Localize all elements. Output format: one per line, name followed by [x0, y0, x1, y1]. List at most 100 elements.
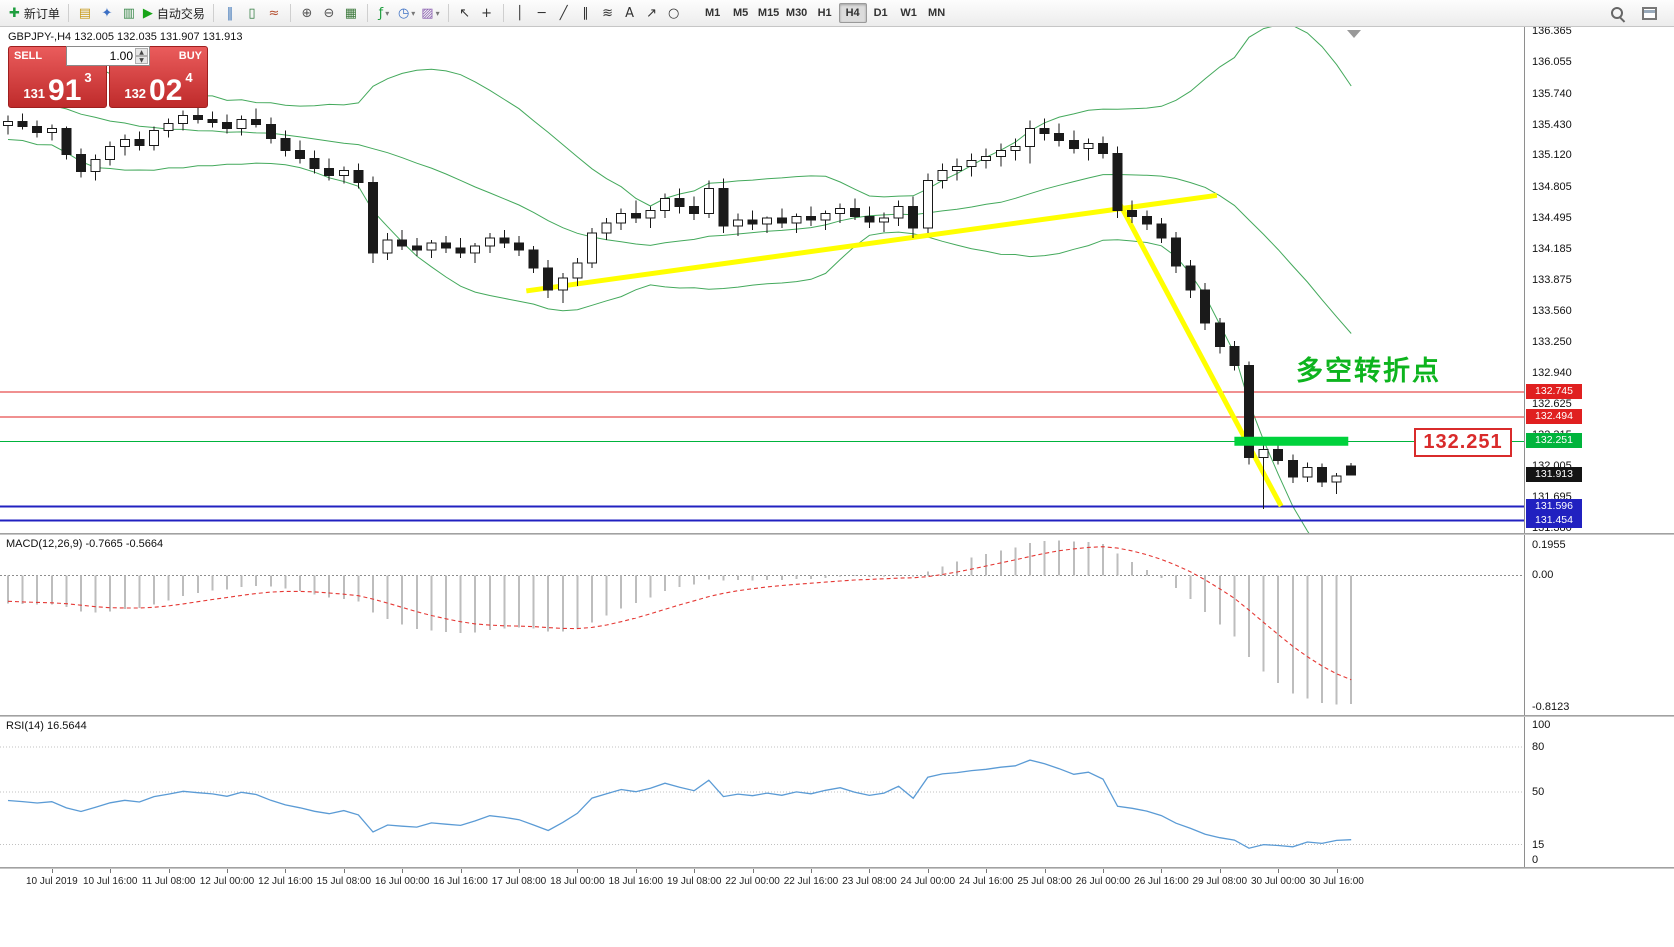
price-tick-label: 135.430 [1532, 118, 1572, 131]
price-level-badge[interactable]: 132.251 [1526, 433, 1582, 449]
panel-separator[interactable] [0, 867, 1674, 869]
panel-separator[interactable] [0, 715, 1674, 717]
lot-size-input[interactable] [67, 47, 149, 65]
time-axis-tick [519, 869, 520, 873]
timeframe-mn[interactable]: MN [928, 7, 946, 19]
rsi-axis-label: 15 [1532, 838, 1545, 851]
crosshair-button[interactable]: + [476, 2, 498, 24]
rsi-panel-canvas[interactable] [0, 717, 1524, 867]
time-axis-label: 10 Jul 16:00 [82, 876, 138, 887]
price-level-badge[interactable]: 131.596 [1526, 498, 1582, 514]
time-axis[interactable]: 10 Jul 2019 10 Jul 16:00 11 Jul 08:00 12 Ju… [0, 869, 1674, 947]
time-axis-label: 26 Jul 16:00 [1134, 876, 1189, 887]
trendline-button[interactable]: ╱ [553, 2, 575, 24]
time-axis-label: 22 Jul 00:00 [725, 876, 780, 887]
price-tick-label: 135.740 [1532, 87, 1572, 100]
periods-button[interactable]: ◷ ▾ [395, 2, 418, 24]
new-order-button[interactable]: ✚ 新订单 [6, 2, 63, 24]
timeframe-m1[interactable]: M1 [704, 7, 721, 19]
price-axis[interactable]: 136.365 136.055 135.740 135.430 135.120 134.8… [1524, 25, 1674, 869]
new-order-label: 新订单 [23, 6, 60, 21]
sell-label: SELL [14, 50, 43, 62]
chart-area[interactable]: GBPJPY-,H4 132.005 132.035 131.907 131.9… [0, 27, 1524, 869]
time-axis-tick [343, 869, 345, 873]
price-tick-label: 136.055 [1532, 56, 1572, 69]
horizontal-level-lines[interactable] [0, 391, 1524, 522]
templates-button[interactable]: ▨ ▾ [418, 2, 442, 24]
zoom-in-button[interactable]: ⊕ [296, 2, 318, 24]
time-axis-tick [227, 869, 228, 873]
indicators-button[interactable]: ƒ ▾ [373, 2, 395, 24]
autotrading-button[interactable]: ▶ 自动交易 [140, 2, 208, 24]
time-axis-tick [694, 869, 696, 873]
buy-price-pips: 02 [149, 74, 183, 107]
lot-increase-button[interactable]: ▲ [135, 48, 148, 56]
time-axis-tick [460, 869, 462, 873]
shapes-button[interactable]: ○ [663, 2, 685, 24]
rsi-indicator-label: RSI(14) 16.5644 [6, 720, 87, 732]
toolbar-separator [289, 4, 291, 22]
time-axis-label: 17 Jul 08:00 [491, 876, 547, 887]
timeframe-h1[interactable]: H1 [817, 7, 832, 19]
timeframe-m5[interactable]: M5 [732, 7, 749, 19]
panel-separator[interactable] [0, 533, 1674, 535]
indicators-icon: ƒ [378, 5, 384, 21]
macd-panel-canvas[interactable] [0, 535, 1524, 715]
text-button[interactable]: A [619, 2, 641, 24]
navigator-button[interactable]: ✦ [96, 2, 118, 24]
lot-decrease-button[interactable]: ▼ [135, 56, 148, 64]
vertical-line-button[interactable]: │ [509, 2, 531, 24]
time-axis-tick [635, 869, 637, 873]
macd-axis-label: 0.00 [1532, 569, 1554, 582]
price-tick-label: 134.805 [1532, 180, 1572, 193]
price-callout[interactable]: 132.251 [1414, 428, 1512, 457]
time-axis-label: 30 Jul 00:00 [1250, 876, 1306, 887]
fibonacci-button[interactable]: ≋ [597, 2, 619, 24]
toolbar-separator [366, 4, 368, 22]
price-tick-label: 132.940 [1532, 366, 1572, 379]
zoom-in-icon: ⊕ [301, 5, 313, 21]
time-axis-tick [927, 869, 929, 873]
main-chart-canvas[interactable] [0, 27, 1524, 533]
search-button[interactable] [1606, 2, 1628, 24]
tile-windows-button[interactable]: ▦ [340, 2, 362, 24]
timeframe-m15[interactable]: M15 [757, 7, 780, 19]
price-level-badge[interactable]: 131.454 [1526, 512, 1582, 528]
time-axis-label: 19 Jul 08:00 [666, 876, 722, 887]
equidistant-channel-icon: ∥ [582, 5, 589, 21]
candlestick-mode-button[interactable]: ▯ [241, 2, 263, 24]
new-window-button[interactable] [1638, 2, 1660, 24]
sell-button[interactable]: SELL 131 91 3 [8, 46, 107, 108]
bar-chart-mode-button[interactable]: ‖ [219, 2, 241, 24]
timeframe-h4[interactable]: H4 [838, 3, 867, 23]
equidistant-channel-button[interactable]: ∥ [575, 2, 597, 24]
arrows-icon: ↗ [646, 5, 658, 21]
zoom-out-icon: ⊖ [323, 5, 335, 21]
line-chart-mode-button[interactable]: ≈ [263, 2, 285, 24]
macd-indicator-label: MACD(12,26,9) -0.7665 -0.5664 [6, 538, 164, 550]
timeframe-d1[interactable]: D1 [873, 7, 888, 19]
time-axis-label: 16 Jul 00:00 [374, 876, 430, 887]
price-level-badge[interactable]: 132.745 [1526, 384, 1582, 400]
yellow-trendlines[interactable] [525, 192, 1284, 508]
time-axis-label: 18 Jul 00:00 [550, 876, 605, 887]
timeframe-m30[interactable]: M30 [785, 7, 808, 19]
horizontal-line-button[interactable]: ─ [531, 2, 553, 24]
toolbar-separator [447, 4, 449, 22]
time-axis-label: 26 Jul 00:00 [1075, 876, 1131, 887]
market-watch-button[interactable]: ▤ [74, 2, 96, 24]
price-level-badge[interactable]: 132.494 [1526, 409, 1582, 425]
periods-icon: ◷ [397, 5, 410, 21]
navigator-icon: ✦ [101, 5, 113, 21]
zoom-out-button[interactable]: ⊖ [318, 2, 340, 24]
toolbar: ✚ 新订单 ▤ ✦ ▥ ▶ 自动交易 ‖ ▯ ≈ ⊕ ⊖ ▦ ƒ ▾ ◷ ▾ ▨ ▾ ↖ + │ ─ ╱ ∥ ≋ A ↗ ○ M1 M5 M… [0, 0, 1674, 27]
cursor-icon: ↖ [459, 5, 471, 21]
cursor-button[interactable]: ↖ [454, 2, 476, 24]
arrows-button[interactable]: ↗ [641, 2, 663, 24]
chart-shift-marker[interactable] [1347, 30, 1361, 38]
time-axis-tick [285, 869, 287, 873]
timeframe-w1[interactable]: W1 [900, 7, 917, 19]
trendline-icon: ╱ [559, 5, 568, 21]
terminal-button[interactable]: ▥ [118, 2, 140, 24]
text-icon: A [625, 5, 635, 21]
